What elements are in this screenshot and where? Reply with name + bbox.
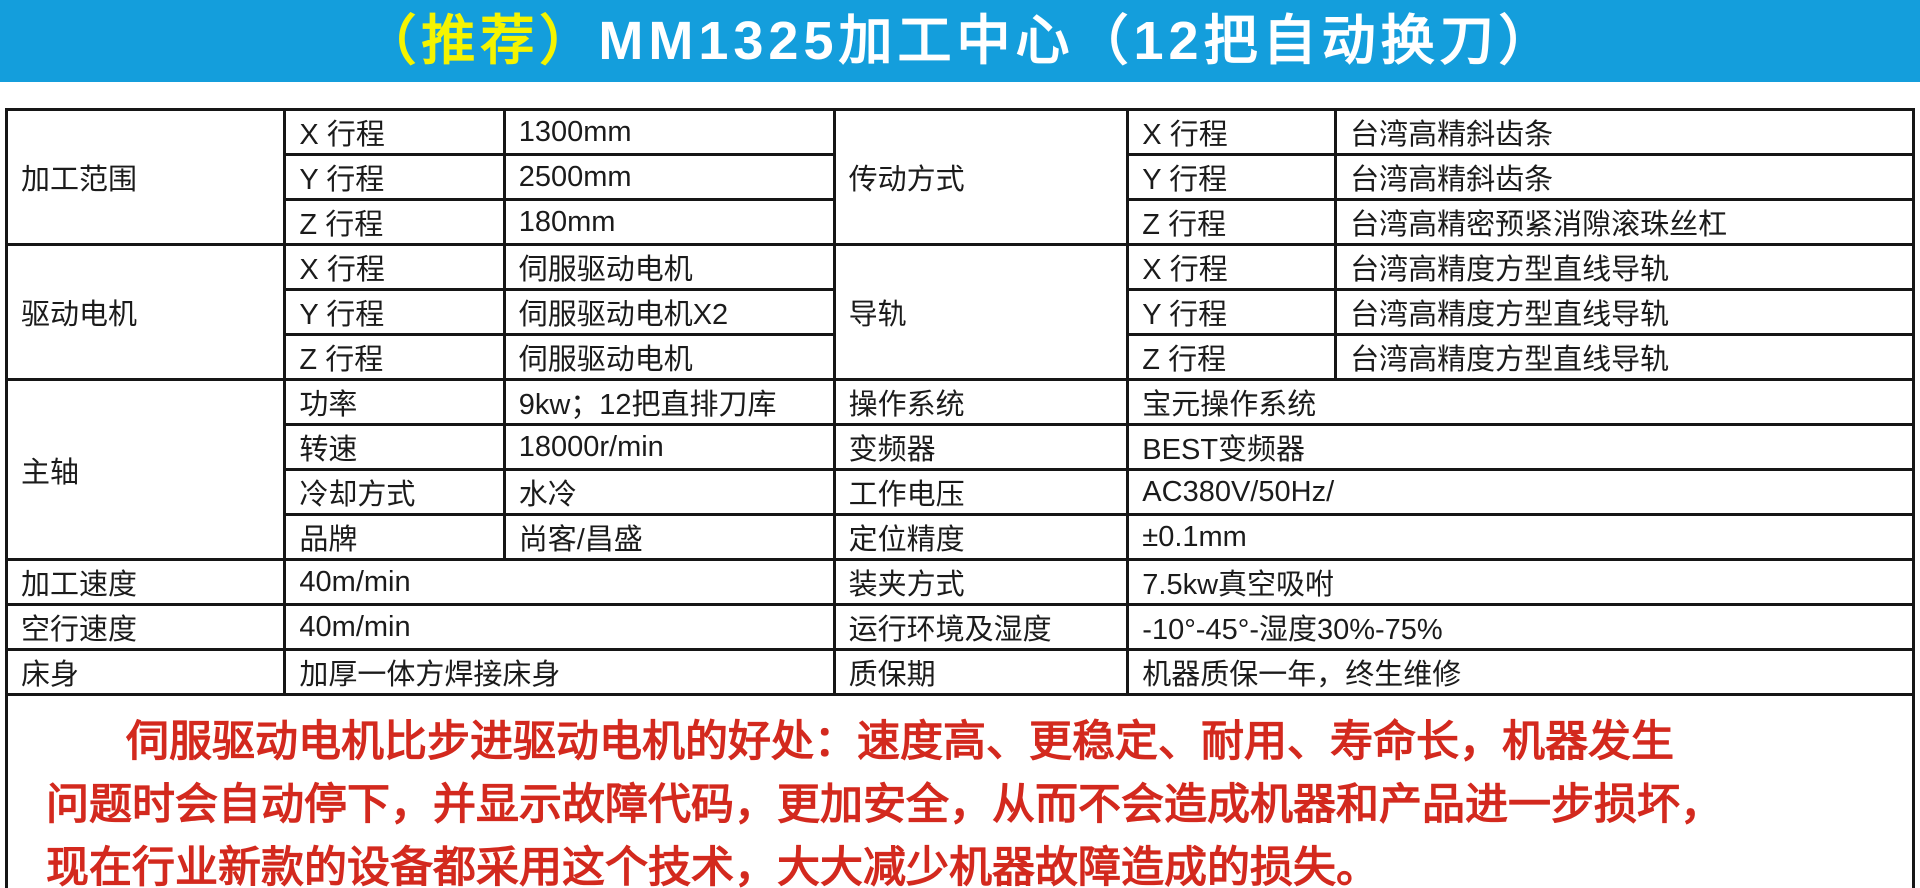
table-row: Y 行程 伺服驱动电机X2 Y 行程 台湾高精度方型直线导轨 <box>7 288 1915 336</box>
spec-group-drive-motor: 驱动电机 <box>4 243 287 381</box>
spec-label: 加工速度 <box>4 558 287 606</box>
spec-value: 2500mm <box>502 153 836 201</box>
note-line: 现在行业新款的设备都采用这个技术，大大减少机器故障造成的损失。 <box>46 844 1379 888</box>
spec-label: 装夹方式 <box>832 558 1130 606</box>
spec-label: 转速 <box>283 423 506 471</box>
spec-value: 尚客/昌盛 <box>502 513 836 561</box>
table-row: 加工范围 X 行程 1300mm 传动方式 X 行程 台湾高精斜齿条 <box>4 108 1915 246</box>
spec-label: Y 行程 <box>283 288 506 336</box>
spec-value: 40m/min <box>283 603 836 651</box>
spec-label: X 行程 <box>283 243 506 291</box>
spec-group-spindle: 主轴 <box>4 378 287 561</box>
table-row: Y 行程 2500mm Y 行程 台湾高精斜齿条 <box>7 153 1915 201</box>
content-area: 加工范围 X 行程 1300mm 传动方式 X 行程 台湾高精斜齿条 Y 行程 … <box>4 82 1915 888</box>
spec-value: AC380V/50Hz/ <box>1126 468 1915 516</box>
spec-label: 功率 <box>283 378 506 426</box>
table-row: 驱动电机 X 行程 伺服驱动电机 导轨 X 行程 台湾高精度方型直线导轨 <box>4 243 1915 381</box>
spec-label: X 行程 <box>1126 108 1338 156</box>
page-title-bar: （推荐） MM1325加工中心（12把自动换刀） <box>0 0 1920 82</box>
recommended-badge: （推荐） <box>362 11 599 71</box>
spec-label: 变频器 <box>832 423 1130 471</box>
spec-value: BEST变频器 <box>1126 423 1915 471</box>
spec-value: 40m/min <box>283 558 836 606</box>
spec-value: 台湾高精度方型直线导轨 <box>1334 243 1915 291</box>
table-row: 主轴 功率 9kw；12把直排刀库 操作系统 宝元操作系统 <box>4 378 1915 561</box>
spec-value: 加厚一体方焊接床身 <box>283 648 836 696</box>
spec-group-machining-range: 加工范围 <box>4 108 287 246</box>
spec-label: 品牌 <box>283 513 506 561</box>
table-row: 床身 加厚一体方焊接床身 质保期 机器质保一年，终生维修 <box>4 648 1915 696</box>
spec-value: 伺服驱动电机X2 <box>502 288 836 336</box>
spec-label: 工作电压 <box>832 468 1130 516</box>
spec-label: 床身 <box>4 648 287 696</box>
spec-label: 冷却方式 <box>283 468 506 516</box>
spec-value: 台湾高精斜齿条 <box>1334 108 1915 156</box>
spec-value: 18000r/min <box>502 423 836 471</box>
spec-value: 机器质保一年，终生维修 <box>1126 648 1915 696</box>
spec-label: 空行速度 <box>4 603 287 651</box>
table-row: 加工速度 40m/min 装夹方式 7.5kw真空吸咐 <box>4 558 1915 606</box>
spec-label: Z 行程 <box>1126 198 1338 246</box>
spec-value: 7.5kw真空吸咐 <box>1126 558 1915 606</box>
spec-value: 水冷 <box>502 468 836 516</box>
table-row: 品牌 尚客/昌盛 定位精度 ±0.1mm <box>7 513 1915 561</box>
servo-benefit-note: 伺服驱动电机比步进驱动电机的好处：速度高、更稳定、耐用、寿命长，机器发生 问题时… <box>5 696 1915 888</box>
spec-label: 定位精度 <box>832 513 1130 561</box>
spec-label: 运行环境及湿度 <box>832 603 1130 651</box>
table-row: 空行速度 40m/min 运行环境及湿度 -10°-45°-湿度30%-75% <box>4 603 1915 651</box>
spec-value: 180mm <box>502 198 836 246</box>
spec-label: 操作系统 <box>832 378 1130 426</box>
note-line: 伺服驱动电机比步进驱动电机的好处：速度高、更稳定、耐用、寿命长，机器发生 <box>126 718 1674 766</box>
spec-value: 伺服驱动电机 <box>502 333 836 381</box>
spec-label: Z 行程 <box>283 333 506 381</box>
spec-value: ±0.1mm <box>1126 513 1915 561</box>
table-row: 转速 18000r/min 变频器 BEST变频器 <box>7 423 1915 471</box>
page-title: MM1325加工中心（12把自动换刀） <box>598 11 1558 71</box>
spec-table: 加工范围 X 行程 1300mm 传动方式 X 行程 台湾高精斜齿条 Y 行程 … <box>4 108 1915 696</box>
spec-label: Y 行程 <box>1126 153 1338 201</box>
note-line: 问题时会自动停下，并显示故障代码，更加安全，从而不会造成机器和产品进一步损坏， <box>46 781 1723 829</box>
table-row: Z 行程 180mm Z 行程 台湾高精密预紧消隙滚珠丝杠 <box>7 198 1915 246</box>
spec-group-transmission: 传动方式 <box>832 108 1130 246</box>
spec-value: 台湾高精度方型直线导轨 <box>1334 288 1915 336</box>
spec-value: 9kw；12把直排刀库 <box>502 378 836 426</box>
spec-value: 1300mm <box>502 108 836 156</box>
spec-value: 伺服驱动电机 <box>502 243 836 291</box>
spec-value: 台湾高精斜齿条 <box>1334 153 1915 201</box>
spec-label: X 行程 <box>283 108 506 156</box>
table-row: 冷却方式 水冷 工作电压 AC380V/50Hz/ <box>7 468 1915 516</box>
spec-value: 宝元操作系统 <box>1126 378 1915 426</box>
spec-label: Y 行程 <box>1126 288 1338 336</box>
spec-group-guide-rail: 导轨 <box>832 243 1130 381</box>
spec-value: 台湾高精密预紧消隙滚珠丝杠 <box>1334 198 1915 246</box>
spec-value: -10°-45°-湿度30%-75% <box>1126 603 1915 651</box>
spec-value: 台湾高精度方型直线导轨 <box>1334 333 1915 381</box>
table-row: Z 行程 伺服驱动电机 Z 行程 台湾高精度方型直线导轨 <box>7 333 1915 381</box>
spec-label: Z 行程 <box>1126 333 1338 381</box>
spec-label: 质保期 <box>832 648 1130 696</box>
spec-label: Z 行程 <box>283 198 506 246</box>
spec-label: Y 行程 <box>283 153 506 201</box>
spec-label: X 行程 <box>1126 243 1338 291</box>
